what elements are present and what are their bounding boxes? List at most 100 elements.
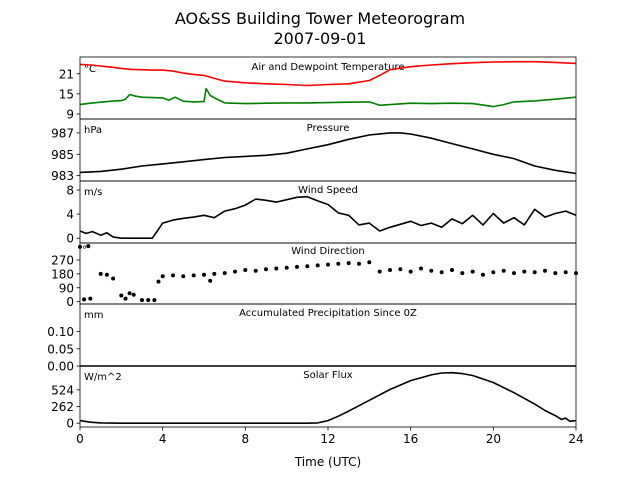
y-tick-label: 0 [66,232,74,246]
data-point-wind-direction [82,297,87,302]
data-point-wind-direction [152,298,157,303]
data-point-wind-direction [315,263,320,268]
data-point-wind-direction [512,271,516,276]
data-point-wind-direction [274,266,279,271]
panel-title-wind-direction: Wind Direction [291,246,365,257]
y-tick-label: 8 [66,184,74,198]
data-point-wind-direction [377,269,382,274]
x-tick-label: 12 [320,432,335,446]
x-axis-label: Time (UTC) [294,455,361,469]
figure-title-line1: AO&SS Building Tower Meteorogram [175,9,465,28]
series-line-pressure-0 [79,132,577,175]
data-point-wind-direction [140,298,144,303]
panel-title-pressure: Pressure [307,123,350,134]
x-axis: 0 4 8 12 16 20 24 [76,427,584,446]
data-point-wind-direction [408,269,413,274]
y-tick-label: 983 [51,169,74,183]
y-tick-label: 15 [59,87,74,101]
data-point-wind-direction [388,268,392,272]
x-tick-label: 0 [76,432,84,446]
data-point-wind-direction [202,272,206,277]
unit-label-temperature: °C [84,64,96,75]
x-tick-label: 8 [242,432,250,446]
data-point-wind-direction [501,268,506,273]
y-tick-label: 262 [51,400,74,414]
data-point-wind-direction [86,244,91,249]
data-point-wind-direction [181,274,186,279]
unit-label-solar-flux: W/m^2 [84,372,122,383]
x-tick-label: 16 [403,432,418,446]
series-line-wind-speed-0 [79,195,577,239]
data-point-wind-direction [208,278,213,283]
y-tick-label: 0.05 [47,342,74,356]
data-point-wind-direction [111,276,116,281]
data-point-wind-direction [553,271,558,276]
unit-label-wind-direction: ° [82,245,87,256]
data-point-wind-direction [326,262,330,267]
data-point-wind-direction [481,272,485,277]
data-point-wind-direction [171,273,175,278]
data-point-wind-direction [346,261,351,266]
panel-title-solar-flux: Solar Flux [303,370,353,381]
data-point-wind-direction [336,261,341,266]
panel-title-wind-speed: Wind Speed [298,185,358,196]
data-point-wind-direction [88,296,93,301]
data-point-wind-direction [439,270,444,275]
data-point-wind-direction [491,270,496,275]
x-tick-label: 20 [486,432,501,446]
series-line-temperature-0 [79,60,577,87]
data-point-wind-direction [243,268,248,272]
panel-precipitation: Accumulated Precipitation Since 0Z mm 0.… [47,303,577,374]
data-point-wind-direction [222,271,227,276]
data-point-wind-direction [131,292,136,297]
data-point-wind-direction [367,260,372,265]
x-tick-label: 4 [159,432,167,446]
y-tick-label: 90 [59,281,74,295]
data-point-wind-direction [532,270,537,275]
data-point-wind-direction [419,266,423,271]
series-line-temperature-1 [79,87,577,108]
data-point-wind-direction [191,273,196,278]
data-point-wind-direction [98,271,103,276]
y-tick-label: 987 [51,126,74,140]
data-point-wind-direction [212,271,217,276]
data-point-wind-direction [295,264,299,269]
panel-temperature: Air and Dewpoint Temperature °C 9 15 21 [59,56,577,121]
y-tick-label: 0 [66,417,74,431]
y-tick-label: 270 [51,253,74,267]
unit-label-precipitation: mm [84,310,103,321]
panel-solar-flux: Solar Flux W/m^2 0 262 524 [51,365,577,431]
y-tick-label: 524 [51,383,74,397]
data-point-wind-direction [429,268,434,273]
data-point-wind-direction [264,267,268,272]
y-tick-label: 21 [59,67,74,81]
series-line-solar-flux-0 [79,371,577,424]
panel-title-precipitation: Accumulated Precipitation Since 0Z [239,308,417,319]
data-point-wind-direction [146,298,151,303]
y-tick-label: 985 [51,148,74,162]
data-point-wind-direction [450,268,454,272]
y-tick-label: 0.00 [47,360,74,374]
data-point-wind-direction [357,261,361,266]
data-point-wind-direction [284,265,289,270]
data-point-wind-direction [398,267,403,272]
panel-pressure: Pressure hPa 983 985 987 [51,118,577,183]
data-point-wind-direction [104,272,109,277]
y-tick-label: 0.10 [47,325,74,339]
unit-label-pressure: hPa [84,125,102,136]
x-tick-label: 24 [568,432,583,446]
y-tick-label: 180 [51,267,74,281]
y-tick-label: 0 [66,295,74,309]
data-point-wind-direction [233,269,237,274]
y-tick-label: 9 [66,107,74,121]
data-point-wind-direction [253,268,258,273]
y-tick-label: 4 [66,208,74,222]
data-point-wind-direction [160,274,165,279]
data-point-wind-direction [156,279,161,284]
data-point-wind-direction [563,270,568,275]
data-point-wind-direction [543,268,547,273]
unit-label-wind-speed: m/s [84,187,102,198]
data-point-wind-direction [305,264,310,269]
